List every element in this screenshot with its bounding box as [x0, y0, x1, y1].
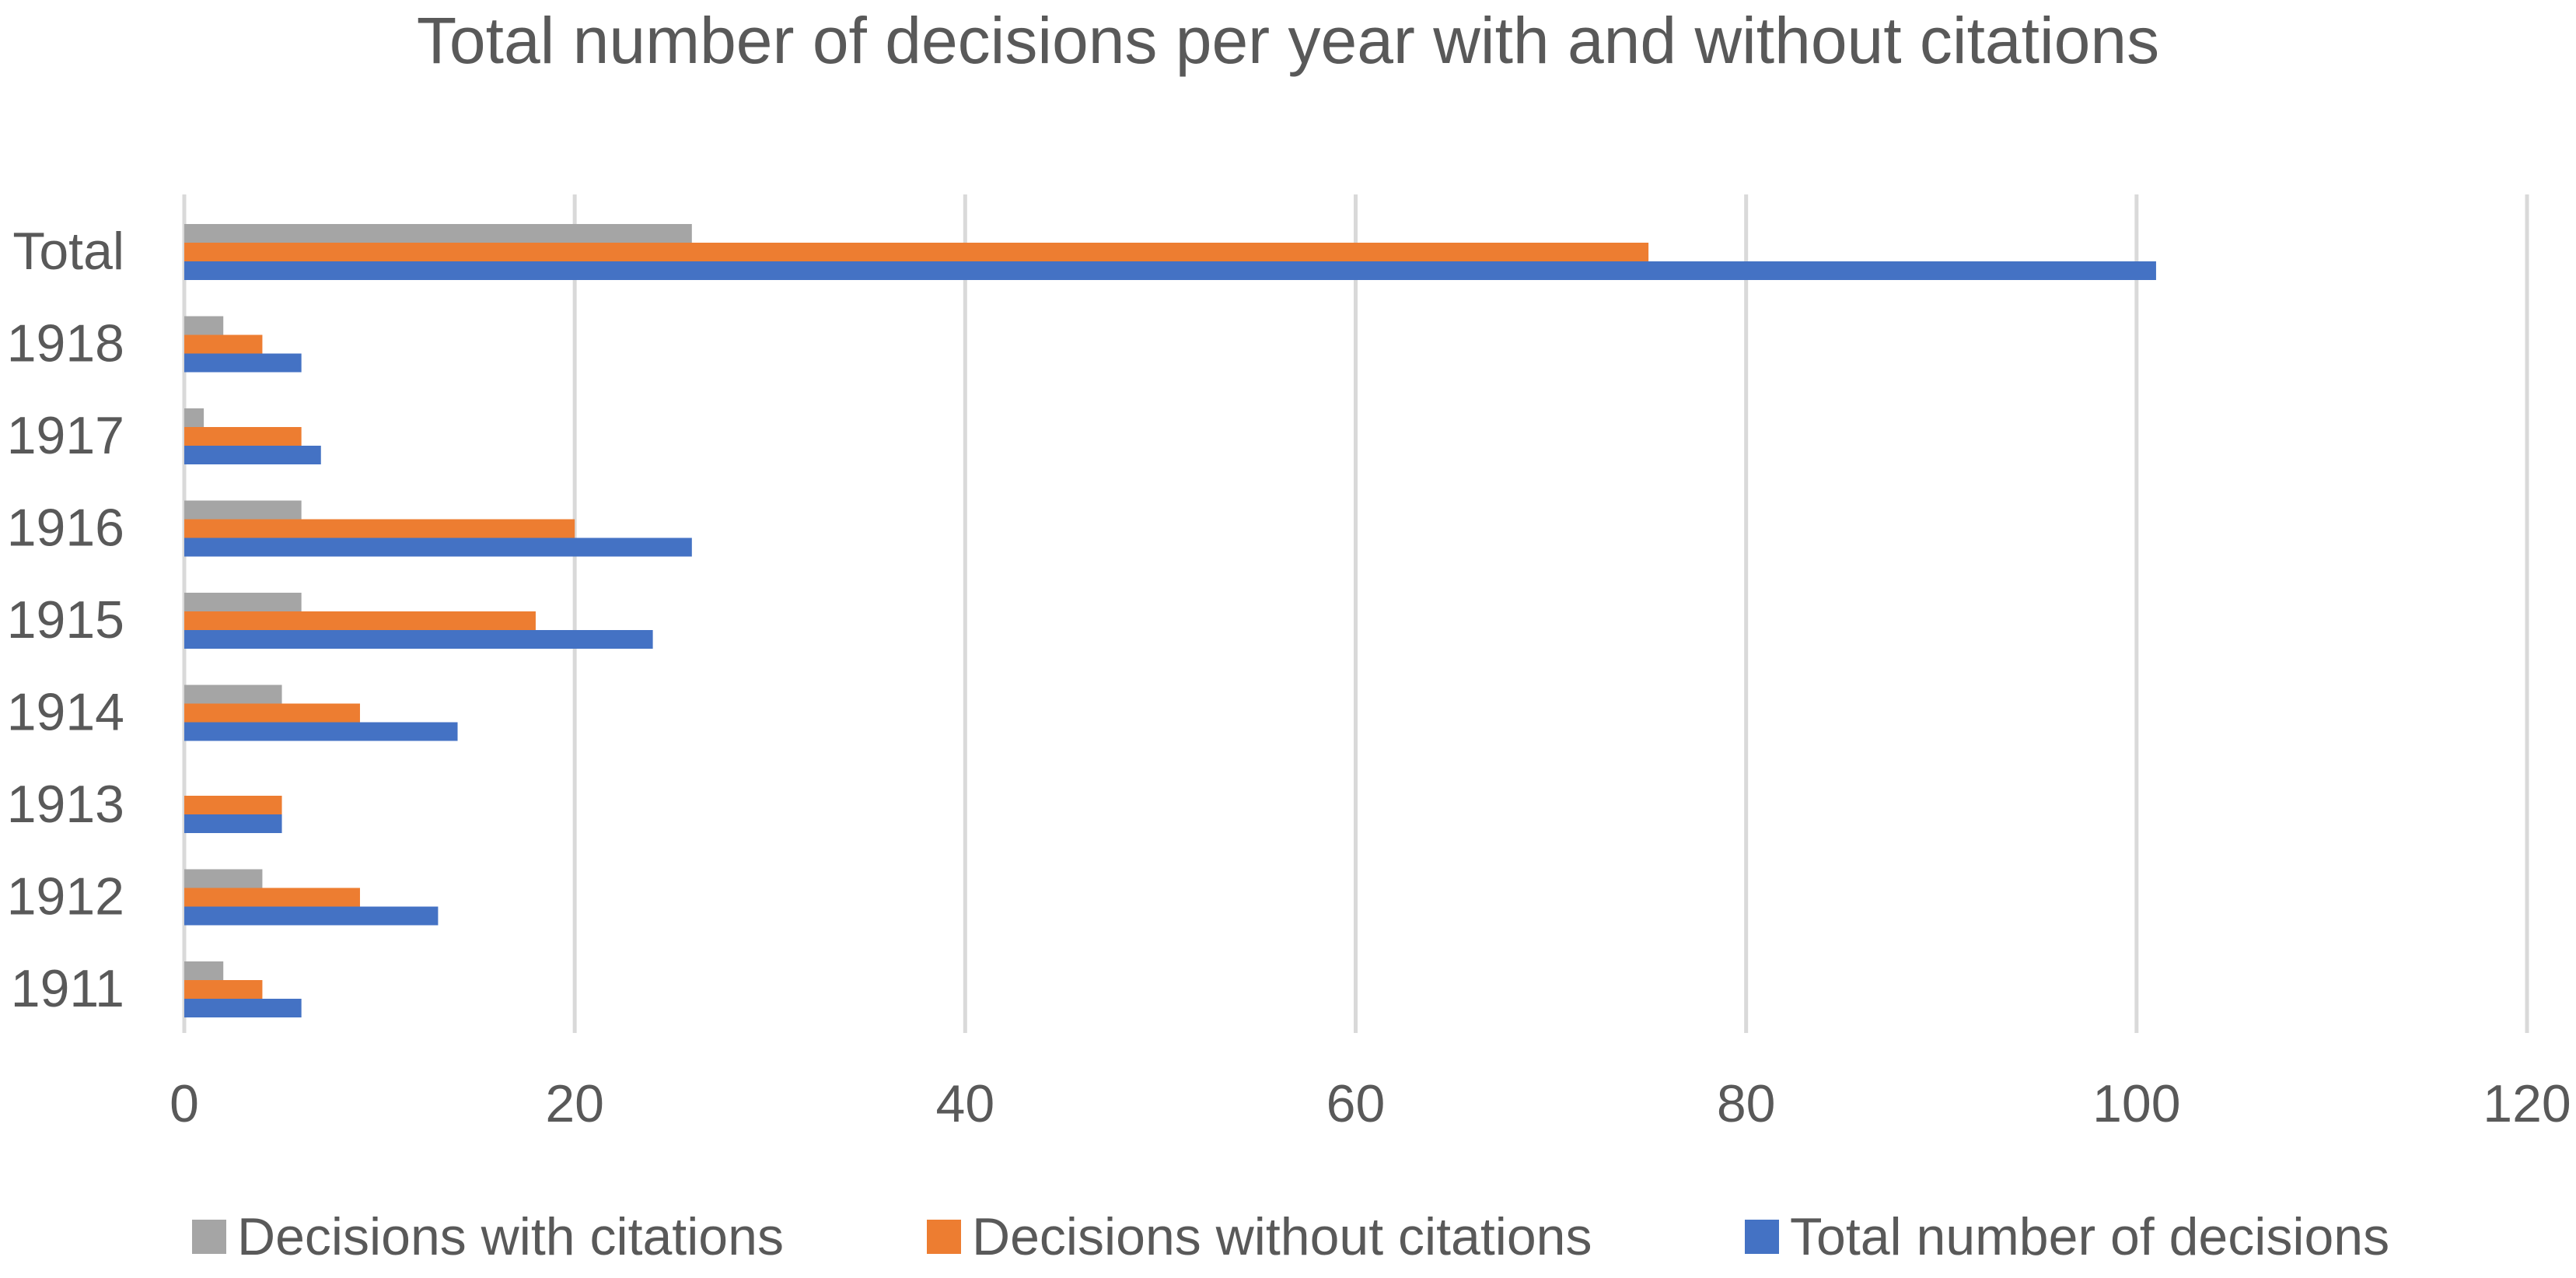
- x-tick-label: 80: [1717, 1074, 1776, 1133]
- legend-swatch: [927, 1220, 961, 1254]
- chart-legend: Decisions with citations Decisions withou…: [0, 1202, 2576, 1272]
- x-tick-label: 0: [170, 1074, 199, 1133]
- bar: [184, 685, 282, 704]
- bar: [184, 446, 321, 464]
- y-tick-label: 1915: [7, 590, 124, 650]
- x-tick-label: 40: [936, 1074, 995, 1133]
- legend-swatch: [1745, 1220, 1779, 1254]
- bar: [184, 630, 653, 649]
- bar: [184, 980, 263, 999]
- bar: [184, 961, 224, 980]
- bar: [184, 427, 302, 446]
- bar: [184, 500, 302, 520]
- legend-label: Decisions with citations: [237, 1207, 784, 1266]
- y-tick-label: 1911: [11, 959, 124, 1018]
- bar: [184, 906, 439, 926]
- y-tick-label: 1917: [7, 406, 124, 465]
- bar: [184, 796, 282, 814]
- bar: [184, 814, 282, 833]
- bar: [184, 888, 360, 907]
- y-tick-label: 1916: [7, 498, 124, 557]
- bar: [184, 243, 1649, 261]
- legend-label: Total number of decisions: [1790, 1207, 2390, 1266]
- bar: [184, 611, 536, 630]
- legend-swatch: [192, 1220, 226, 1254]
- bar: [184, 537, 692, 557]
- y-tick-label: Total: [12, 222, 124, 281]
- y-tick-label: 1912: [7, 867, 124, 926]
- legend-item: Decisions with citations: [192, 1202, 784, 1272]
- bar: [184, 408, 204, 427]
- bar: [184, 703, 360, 723]
- y-tick-label: 1913: [7, 775, 124, 834]
- bar: [184, 519, 575, 538]
- y-tick-label: 1914: [7, 682, 124, 741]
- bar: [184, 353, 302, 373]
- bar: [184, 334, 263, 354]
- bar: [184, 722, 458, 741]
- bar: [184, 869, 263, 888]
- bar: [184, 261, 2156, 280]
- legend-item: Decisions without citations: [927, 1202, 1592, 1272]
- x-tick-label: 100: [2092, 1074, 2180, 1133]
- chart-title: Total number of decisions per year with …: [416, 4, 2160, 77]
- legend-label: Decisions without citations: [972, 1207, 1592, 1266]
- legend-item: Total number of decisions: [1745, 1202, 2389, 1272]
- bar: [184, 224, 692, 243]
- bar: [184, 999, 302, 1017]
- x-tick-label: 20: [545, 1074, 604, 1133]
- x-tick-label: 60: [1326, 1074, 1386, 1133]
- y-tick-label: 1918: [7, 313, 124, 373]
- bar: [184, 316, 224, 335]
- bar: [184, 593, 302, 611]
- x-tick-label: 120: [2483, 1074, 2571, 1133]
